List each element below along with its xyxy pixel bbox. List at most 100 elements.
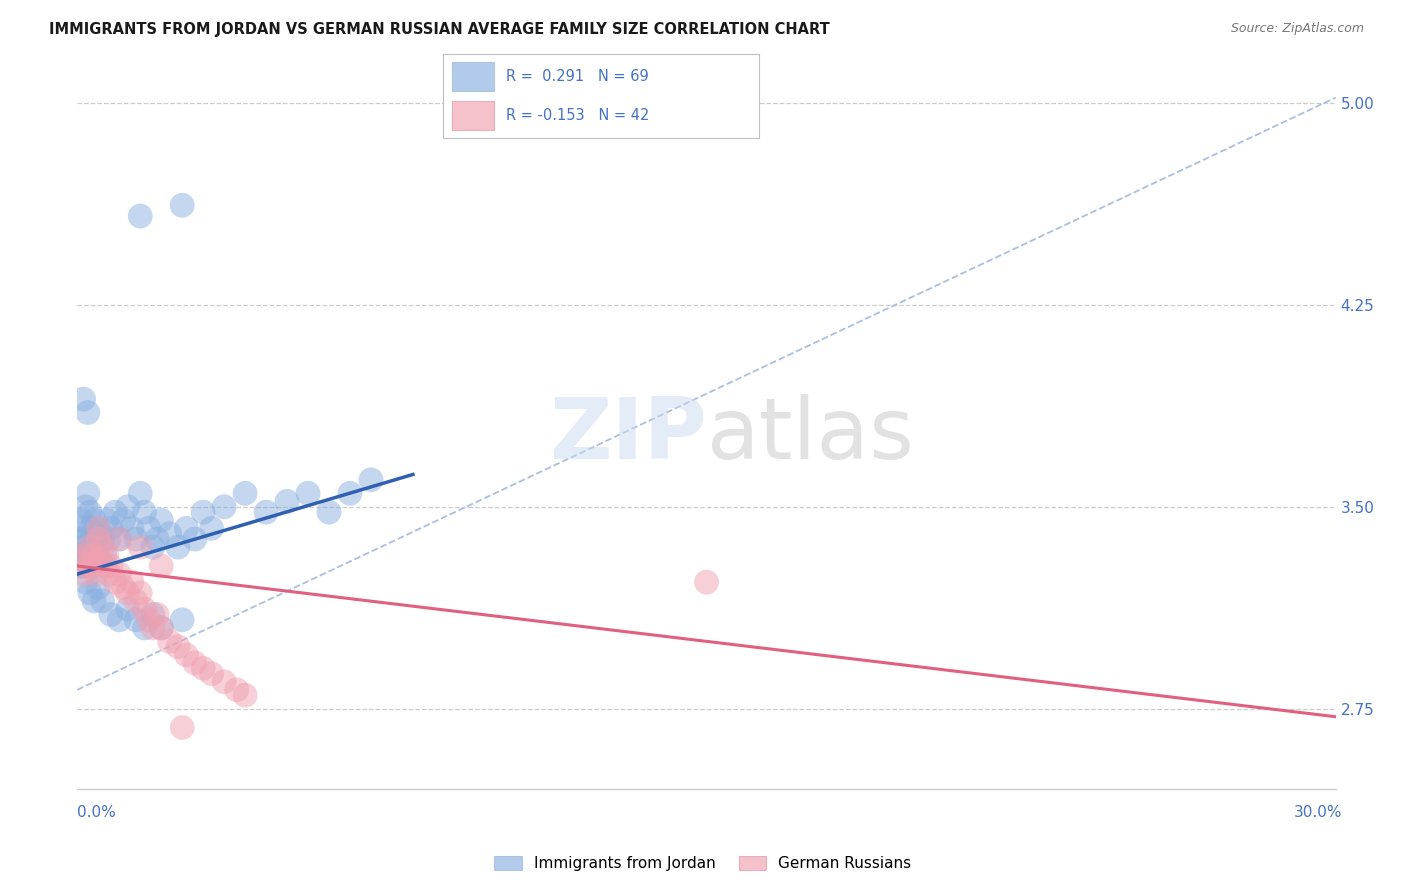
Point: [84, 532, 107, 546]
Point: [72, 392, 94, 406]
Point: [72, 521, 94, 535]
Point: [97, 532, 120, 546]
Point: [100, 521, 122, 535]
Point: [70, 513, 93, 527]
Point: [79, 586, 101, 600]
Point: [84, 553, 107, 567]
Point: [73, 553, 96, 567]
Point: [121, 575, 143, 590]
Point: [97, 567, 120, 582]
Point: [91, 540, 114, 554]
Point: [200, 666, 222, 681]
Point: [72, 567, 94, 582]
Point: [70, 553, 93, 567]
Point: [150, 559, 173, 574]
Point: [75, 575, 97, 590]
Point: [82, 540, 104, 554]
Text: ZIP: ZIP: [548, 393, 707, 476]
Point: [318, 505, 340, 519]
Point: [67, 548, 90, 562]
Point: [80, 559, 103, 574]
Point: [104, 575, 127, 590]
Point: [191, 505, 215, 519]
Point: [79, 540, 101, 554]
Point: [167, 540, 190, 554]
Point: [212, 674, 235, 689]
Point: [134, 505, 156, 519]
Point: [87, 532, 110, 546]
Point: [225, 682, 247, 697]
Point: [96, 548, 118, 562]
Point: [87, 581, 110, 595]
Point: [70, 532, 93, 546]
Point: [172, 613, 194, 627]
Point: [172, 721, 194, 735]
Point: [138, 613, 160, 627]
Point: [83, 513, 105, 527]
Point: [125, 613, 148, 627]
Point: [93, 548, 115, 562]
Point: [75, 548, 97, 562]
Point: [70, 559, 93, 574]
Text: 30.0%: 30.0%: [1295, 805, 1343, 820]
Point: [297, 486, 319, 500]
Point: [76, 559, 98, 574]
Point: [254, 505, 277, 519]
Point: [167, 640, 190, 654]
Point: [150, 621, 173, 635]
Text: IMMIGRANTS FROM JORDAN VS GERMAN RUSSIAN AVERAGE FAMILY SIZE CORRELATION CHART: IMMIGRANTS FROM JORDAN VS GERMAN RUSSIAN…: [49, 22, 830, 37]
Point: [200, 521, 222, 535]
Point: [69, 559, 91, 574]
Point: [176, 648, 198, 662]
Point: [100, 607, 122, 622]
Bar: [453, 101, 494, 130]
Point: [76, 406, 98, 420]
Point: [129, 209, 152, 223]
Point: [184, 656, 207, 670]
Point: [150, 621, 173, 635]
Point: [80, 532, 103, 546]
Point: [108, 532, 131, 546]
Point: [142, 621, 165, 635]
Point: [117, 586, 139, 600]
Point: [134, 602, 156, 616]
Point: [79, 505, 101, 519]
Point: [121, 521, 143, 535]
Text: R =  0.291   N = 69: R = 0.291 N = 69: [506, 69, 650, 84]
Point: [159, 526, 181, 541]
Point: [129, 586, 152, 600]
Point: [125, 532, 148, 546]
Point: [87, 521, 110, 535]
Point: [89, 526, 111, 541]
Point: [233, 486, 256, 500]
Point: [159, 634, 181, 648]
Point: [76, 486, 98, 500]
Point: [142, 607, 165, 622]
Point: [93, 559, 115, 574]
Point: [191, 661, 215, 675]
Point: [108, 532, 131, 546]
Point: [142, 540, 165, 554]
Point: [91, 532, 114, 546]
Point: [138, 521, 160, 535]
Point: [72, 540, 94, 554]
Point: [117, 500, 139, 514]
Text: R = -0.153   N = 42: R = -0.153 N = 42: [506, 108, 650, 123]
Point: [87, 540, 110, 554]
Point: [108, 567, 131, 582]
Point: [80, 521, 103, 535]
Point: [172, 198, 194, 212]
Point: [86, 521, 108, 535]
Point: [176, 521, 198, 535]
Point: [104, 505, 127, 519]
Point: [276, 494, 298, 508]
Text: 0.0%: 0.0%: [77, 805, 117, 820]
Point: [129, 540, 152, 554]
Point: [83, 594, 105, 608]
Point: [89, 553, 111, 567]
Text: Source: ZipAtlas.com: Source: ZipAtlas.com: [1230, 22, 1364, 36]
Point: [77, 548, 100, 562]
Point: [134, 621, 156, 635]
Point: [117, 602, 139, 616]
Point: [100, 559, 122, 574]
